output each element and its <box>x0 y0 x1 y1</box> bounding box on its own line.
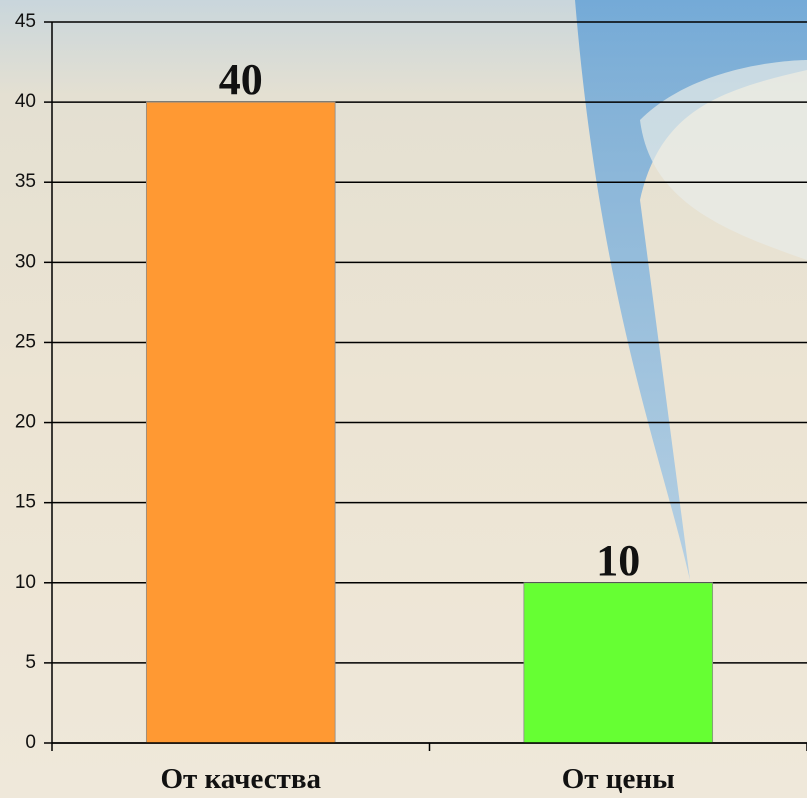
data-label: 40 <box>219 55 263 104</box>
y-tick-label: 25 <box>15 331 36 352</box>
y-tick-label: 5 <box>25 652 36 673</box>
y-tick-label: 0 <box>25 732 36 753</box>
x-tick-label: От качества <box>160 763 321 795</box>
background-glass <box>575 0 807 580</box>
y-tick-label: 35 <box>15 171 36 192</box>
data-label: 10 <box>596 536 640 585</box>
y-tick-label: 40 <box>15 91 36 112</box>
y-tick-label: 20 <box>15 412 36 433</box>
bar <box>145 101 336 744</box>
y-tick-label: 30 <box>15 251 36 272</box>
y-tick-label: 15 <box>15 492 36 513</box>
bar <box>523 582 714 744</box>
y-tick-label: 10 <box>15 572 36 593</box>
y-tick-label: 45 <box>15 11 36 32</box>
background-glass-rim <box>640 60 807 260</box>
x-tick-label: От цены <box>562 763 675 795</box>
